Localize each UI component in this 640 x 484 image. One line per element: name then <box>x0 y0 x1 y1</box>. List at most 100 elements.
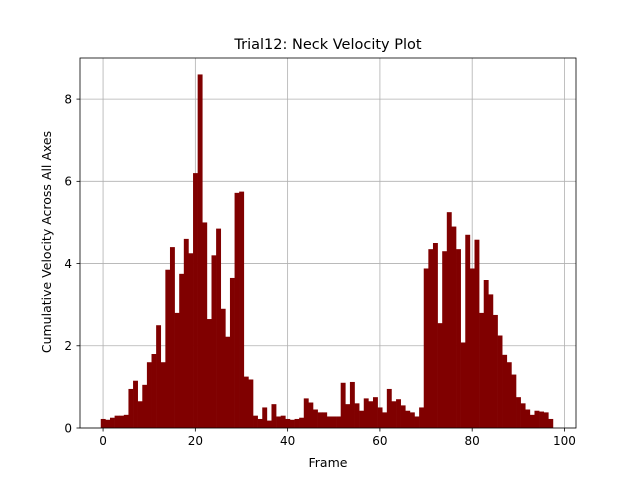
bar <box>340 382 346 428</box>
bar <box>405 410 411 428</box>
bar <box>243 376 249 428</box>
bar <box>474 239 480 428</box>
bar <box>437 323 443 428</box>
bar <box>179 273 185 428</box>
x-tick-label: 0 <box>99 434 107 448</box>
bar <box>303 398 309 428</box>
bar <box>133 380 138 428</box>
bar <box>146 362 152 428</box>
bar <box>188 253 194 428</box>
bar <box>105 419 111 428</box>
bar <box>248 379 254 428</box>
bar <box>308 402 314 428</box>
bar <box>456 249 461 428</box>
bar <box>326 416 332 428</box>
x-tick-label: 60 <box>372 434 387 448</box>
bar <box>534 410 540 428</box>
bar <box>428 249 434 428</box>
bar <box>109 417 115 428</box>
y-axis-label: Cumulative Velocity Across All Axes <box>39 131 54 353</box>
bar <box>137 401 143 428</box>
bar <box>202 222 208 428</box>
bar <box>119 415 125 428</box>
bar <box>409 412 415 428</box>
bar <box>156 325 162 428</box>
bar <box>520 403 526 428</box>
bar <box>336 416 341 428</box>
y-tick-label: 8 <box>64 92 72 106</box>
plot-frame <box>79 57 577 429</box>
bar <box>160 362 166 428</box>
bar <box>377 407 383 428</box>
bar <box>123 414 129 428</box>
bar <box>183 238 189 428</box>
bar <box>525 409 531 428</box>
bar <box>465 234 471 428</box>
bar <box>234 192 240 428</box>
bar <box>220 308 226 428</box>
bar <box>363 398 369 428</box>
bar <box>225 336 231 428</box>
bar <box>271 404 277 428</box>
bar <box>211 255 217 428</box>
bar <box>543 412 549 428</box>
x-tick-label: 100 <box>553 434 576 448</box>
bar <box>285 418 291 428</box>
bar <box>548 418 554 428</box>
bar <box>516 397 521 428</box>
bar <box>479 312 485 428</box>
bar <box>100 418 106 428</box>
bar <box>169 247 175 428</box>
bar <box>193 173 198 428</box>
bar <box>349 381 355 428</box>
bar <box>386 388 392 428</box>
bar <box>197 74 203 428</box>
y-tick-label: 0 <box>64 421 72 435</box>
ticks: 0 20 40 60 80 100 0 2 4 6 8 <box>64 92 576 448</box>
bar <box>460 342 466 428</box>
bar <box>497 335 503 428</box>
bar <box>432 243 438 428</box>
axes <box>79 57 577 429</box>
bar <box>506 362 512 428</box>
bar <box>446 212 452 428</box>
bar <box>114 415 120 428</box>
bar <box>414 416 420 428</box>
bar <box>317 412 323 428</box>
x-tick-label: 20 <box>188 434 203 448</box>
bar <box>359 410 365 428</box>
bar <box>511 374 517 428</box>
y-tick-label: 6 <box>64 175 72 189</box>
bar <box>382 412 388 428</box>
bar <box>492 314 498 428</box>
bar <box>451 226 457 428</box>
bar <box>483 280 489 428</box>
x-tick-label: 80 <box>465 434 480 448</box>
chart-title: Trial12: Neck Velocity Plot <box>233 37 421 53</box>
bar <box>229 277 235 428</box>
bar <box>216 228 222 428</box>
bar <box>529 414 535 428</box>
bar <box>423 268 429 428</box>
bar <box>174 312 180 428</box>
bar <box>276 416 282 428</box>
bar <box>396 399 401 428</box>
bar <box>239 191 245 428</box>
bar <box>280 415 286 428</box>
bar <box>128 388 134 428</box>
bar <box>539 411 545 428</box>
bar <box>391 401 397 428</box>
bar <box>442 251 448 428</box>
bar <box>151 354 157 428</box>
y-tick-label: 2 <box>64 339 72 353</box>
bar <box>294 418 300 428</box>
bar <box>253 415 258 428</box>
bar <box>419 407 425 428</box>
bar <box>289 419 295 428</box>
bar <box>469 268 475 428</box>
bar <box>313 409 318 428</box>
bar <box>354 403 360 428</box>
bar <box>322 412 328 428</box>
